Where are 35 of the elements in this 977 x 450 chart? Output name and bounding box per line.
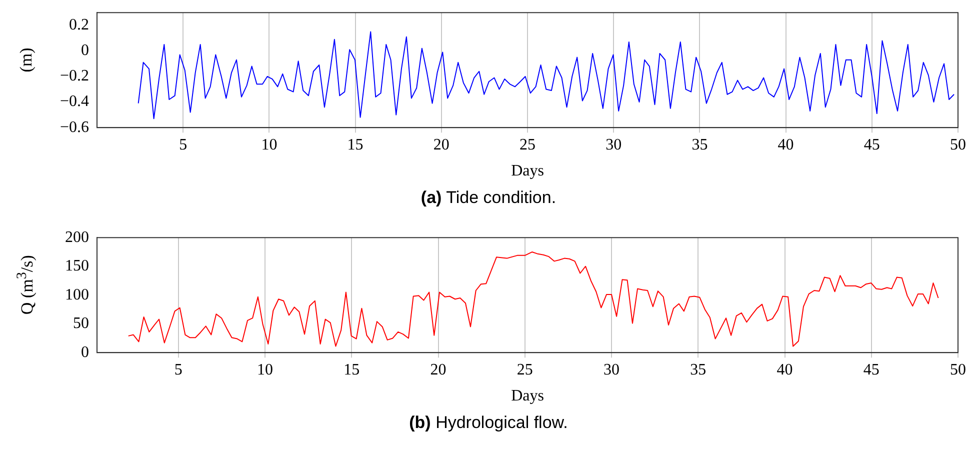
x-tick-label: 50 [950,361,966,378]
x-tick-label: 10 [261,136,278,154]
x-tick-label: 25 [520,136,536,154]
x-tick-label: 50 [950,136,966,154]
y-tick-label: 150 [65,258,89,275]
y-tick-label: 0 [81,344,89,361]
text: (b) Hydrological flow. [408,413,569,433]
y-tick-label: 100 [65,286,89,304]
x-tick-label: 20 [433,136,450,154]
y-tick-label: −0.2 [60,68,89,85]
x-tick-label: 45 [863,361,880,378]
x-tick-label: 5 [174,361,182,378]
y-tick-label: 0 [81,42,89,60]
y-tick-label: 50 [73,315,89,332]
x-tick-label: 15 [347,136,364,154]
x-tick-label: 30 [606,136,622,154]
text: (a) Tide condition. [420,188,558,208]
x-tick-label: 15 [344,361,360,378]
y-tick-label: −0.4 [60,93,89,110]
x-tick-label: 5 [179,136,188,154]
x-tick-label: 35 [692,136,708,154]
x-tick-label: 20 [430,361,446,378]
y-tick-label: 0.2 [69,16,89,34]
x-axis-title: Days [511,388,544,405]
x-tick-label: 45 [864,136,880,154]
x-tick-label: 25 [516,361,533,378]
x-tick-label: 10 [257,361,274,378]
x-tick-label: 35 [690,361,706,378]
y-tick-label: 200 [65,228,89,246]
x-axis-title: Days [511,162,544,180]
y-axis-title: (m) [16,48,36,72]
x-tick-label: 40 [778,136,794,154]
x-tick-label: 30 [604,361,620,378]
x-tick-label: 40 [776,361,793,378]
y-tick-label: −0.6 [60,118,89,136]
